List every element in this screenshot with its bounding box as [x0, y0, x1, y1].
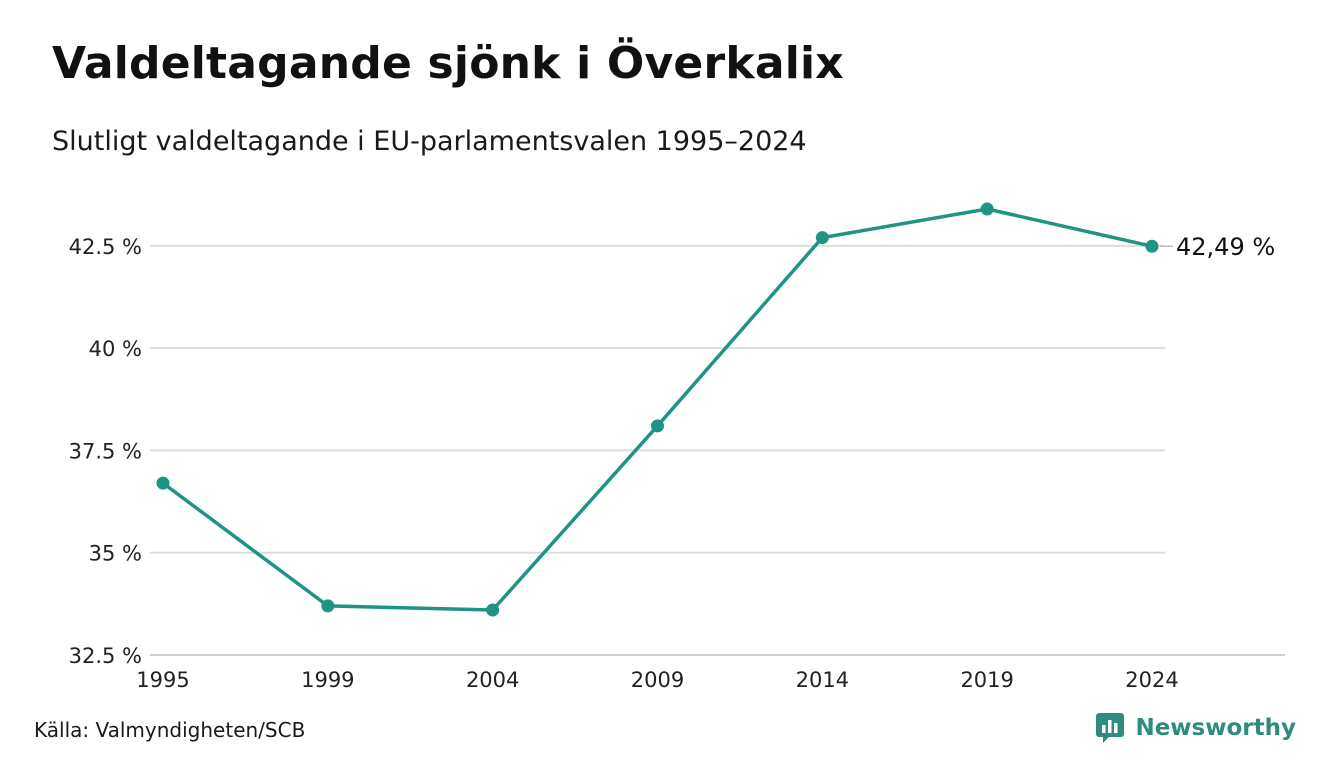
data-point — [321, 599, 335, 613]
x-tick-label: 2024 — [1125, 668, 1178, 692]
y-tick-label: 40 % — [89, 337, 142, 361]
y-tick-label: 37.5 % — [69, 439, 142, 463]
chart-title: Valdeltagande sjönk i Överkalix — [52, 38, 844, 89]
x-tick-label: 2019 — [960, 668, 1013, 692]
grid-lines — [150, 244, 1285, 656]
brand-logo[interactable]: Newsworthy — [1095, 712, 1296, 744]
source-note: Källa: Valmyndigheten/SCB — [34, 718, 306, 742]
brand-name: Newsworthy — [1135, 715, 1296, 741]
end-value-label: 42,49 % — [1176, 233, 1275, 261]
y-tick-label: 42.5 % — [69, 235, 142, 259]
end-label-group: 42,49 % — [1160, 233, 1275, 261]
y-tick-label: 35 % — [89, 542, 142, 566]
x-tick-label: 2014 — [796, 668, 849, 692]
data-point — [156, 476, 170, 490]
x-tick-label: 2009 — [631, 668, 684, 692]
x-axis-ticks: 1995 1999 2004 2009 2014 2019 2024 — [136, 668, 1178, 692]
data-points — [156, 202, 1159, 617]
chart-subtitle: Slutligt valdeltagande i EU-parlamentsva… — [52, 126, 807, 157]
data-point — [1145, 239, 1159, 253]
newsworthy-logo-icon — [1096, 713, 1125, 743]
series-line-group — [161, 207, 1154, 612]
x-tick-label: 2004 — [466, 668, 519, 692]
series-line — [161, 207, 1154, 612]
y-tick-label: 32.5 % — [69, 644, 142, 668]
data-point — [651, 419, 664, 433]
data-point — [815, 231, 829, 245]
x-tick-label: 1995 — [136, 668, 189, 692]
x-tick-label: 1999 — [301, 668, 354, 692]
data-point — [980, 202, 994, 216]
y-axis-ticks: 32.5 % 35 % 37.5 % 40 % 42.5 % — [69, 235, 142, 668]
data-point — [486, 603, 500, 617]
